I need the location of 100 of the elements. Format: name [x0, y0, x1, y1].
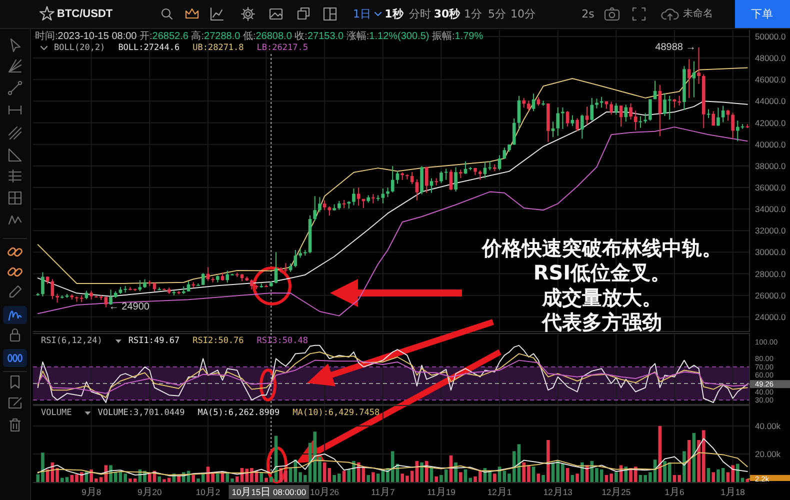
- candlestick: [638, 116, 642, 128]
- bar: [542, 475, 545, 482]
- candlestick: [406, 174, 409, 180]
- candlestick: [36, 292, 40, 296]
- bar: [580, 462, 584, 482]
- bar: [264, 478, 268, 482]
- line-series: [37, 360, 748, 394]
- candlestick: [245, 276, 248, 281]
- y-tick-label: 24000.0: [755, 312, 786, 322]
- candlestick: [177, 291, 180, 294]
- y-tick-label: 28000.0: [755, 268, 786, 279]
- text: 5分: [488, 8, 506, 20]
- bar: [614, 472, 618, 482]
- y-tick-label: 48000.0: [755, 53, 786, 64]
- x-tick-label: 9月20: [138, 486, 162, 498]
- y-tick-label: 26000.0: [755, 290, 786, 300]
- x-tick-label: 12月1: [487, 486, 512, 498]
- bar: [328, 468, 332, 482]
- candlestick: [493, 164, 496, 172]
- bar: [536, 474, 540, 482]
- x-tick-label: 12月25: [602, 486, 631, 498]
- bar: [322, 462, 326, 482]
- candlestick: [60, 296, 64, 298]
- text: 1分: [464, 8, 482, 20]
- bar: [459, 472, 462, 482]
- candlestick: [284, 263, 288, 272]
- x-tick-label: 11月7: [371, 486, 395, 498]
- text: 30秒: [434, 8, 462, 20]
- candlestick: [678, 96, 681, 106]
- bar: [570, 475, 574, 482]
- legend-title: RSI(6,12,24): [41, 336, 102, 346]
- bar: [576, 474, 579, 482]
- candlestick: [90, 290, 93, 300]
- candlestick: [746, 124, 749, 128]
- x-tick-label: 1月18: [720, 486, 746, 498]
- x-tick-label: 10月2: [196, 486, 220, 498]
- bar: [260, 472, 264, 482]
- y-tick-label: 40000.0: [755, 139, 786, 150]
- y-tick-label: 38000.0: [755, 160, 786, 171]
- x-tick-label: 1月6: [664, 486, 684, 498]
- y-tick-label: 36000.0: [755, 182, 786, 192]
- x-tick-label: 9月8: [82, 486, 102, 498]
- candlestick: [459, 170, 462, 178]
- candlestick: [56, 294, 59, 303]
- x-tick-label: 11月19: [427, 486, 456, 498]
- text: BTC/USDT: [57, 8, 113, 20]
- legend-title: VOLUME: [41, 408, 72, 418]
- candlestick: [561, 107, 564, 130]
- annotation: 48988 →: [655, 42, 696, 53]
- bar: [493, 474, 496, 482]
- y-tick-label: 44000.0: [755, 96, 786, 106]
- candlestick: [434, 178, 438, 186]
- annotation: 代表多方强劲: [541, 310, 662, 334]
- line-series: [37, 452, 748, 476]
- bar: [434, 476, 438, 482]
- annotation: 10月15日 08:00:00: [232, 486, 306, 498]
- candlestick: [70, 294, 74, 300]
- text: 1日: [353, 8, 371, 20]
- bar: [366, 475, 370, 482]
- x-tick-label: 12月13: [543, 486, 573, 498]
- text: 时间:2023-10-15 08:00 开:26852.6 高:27288.0 低:26808.0 收:27153.0 涨幅:1.12%(300.5) 振幅:1.79%: [35, 30, 484, 42]
- candlestick: [381, 188, 385, 204]
- x-tick-label: 10月26: [310, 486, 340, 498]
- series-label: RSI3:50.48: [256, 336, 308, 346]
- text: 分时: [409, 8, 431, 20]
- legend-title: BOLL(20,2): [54, 43, 106, 53]
- annotation: 成交量放大。: [541, 285, 662, 310]
- bar: [532, 466, 536, 482]
- y-tick-label: 32000.0: [755, 226, 786, 236]
- text: MA(5):6,262.8909: [198, 408, 280, 418]
- candlestick: [444, 168, 448, 180]
- bar: [746, 478, 749, 482]
- candlestick: [372, 194, 375, 204]
- candlestick: [196, 283, 200, 286]
- text: LB:26217.5: [256, 43, 308, 53]
- annotation: RSI低位金叉。: [533, 260, 671, 285]
- y-tick-label: 30000.0: [755, 247, 786, 258]
- text: 1秒: [384, 8, 404, 20]
- candlestick: [595, 98, 598, 108]
- candlestick: [211, 277, 214, 282]
- text: BOLL:27244.6: [118, 43, 180, 53]
- annotation: 价格快速突破布林线中轨。: [481, 236, 722, 260]
- line-series: [37, 344, 748, 404]
- candlestick: [356, 188, 360, 206]
- text: 10分: [510, 8, 536, 20]
- bar: [216, 474, 220, 482]
- bar: [420, 462, 424, 482]
- line-series: [37, 67, 748, 284]
- text: 未命名: [683, 8, 713, 20]
- text: 2s: [582, 8, 595, 20]
- bar: [424, 461, 428, 482]
- bar: [712, 472, 716, 482]
- y-tick-label: 40.00k: [755, 421, 782, 431]
- text: 下单: [751, 8, 773, 20]
- line-series: [37, 438, 748, 476]
- y-tick-label: 20.00k: [755, 449, 782, 459]
- bar: [372, 472, 375, 482]
- bar: [682, 451, 686, 482]
- candlestick: [644, 113, 647, 124]
- bar: [158, 476, 162, 482]
